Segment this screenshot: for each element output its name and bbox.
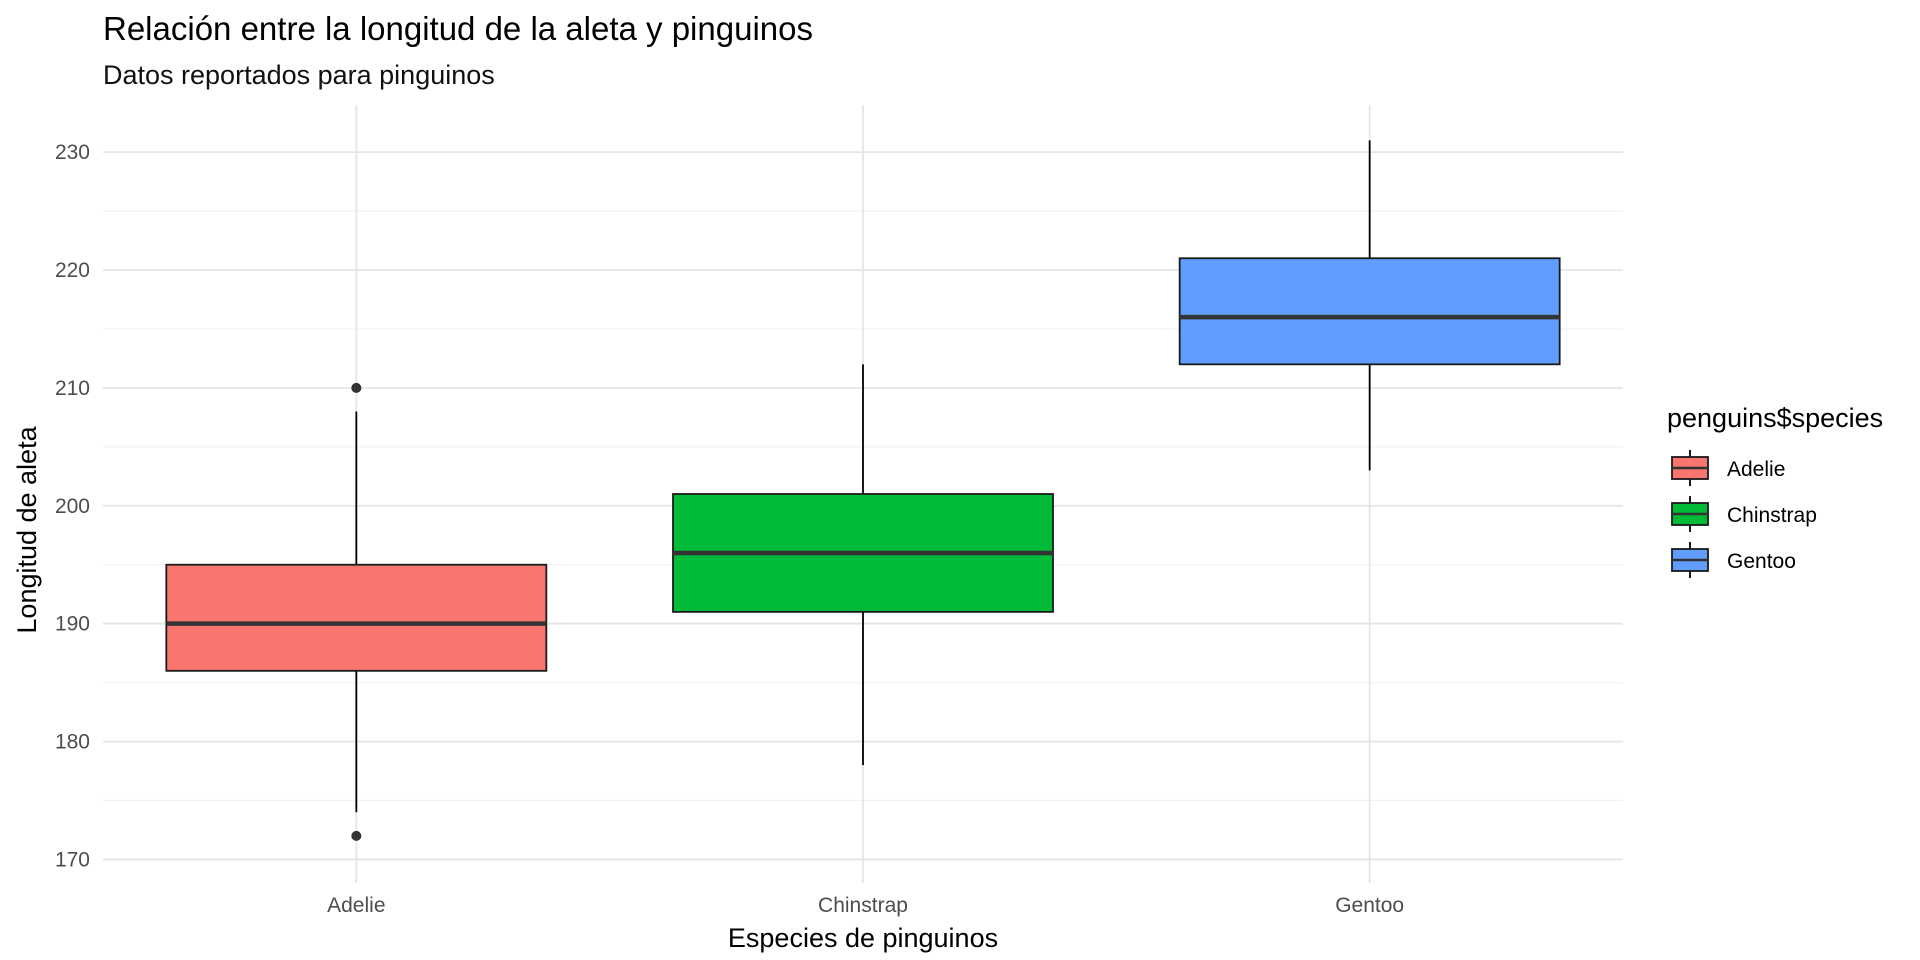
outlier-point (351, 830, 362, 841)
x-axis-ticks: Adelie Chinstrap Gentoo (327, 894, 1404, 917)
y-axis-title: Longitud de aleta (12, 425, 42, 633)
box-adelie (165, 382, 548, 841)
iqr-box (1178, 257, 1561, 366)
x-axis-title: Especies de pinguinos (728, 923, 998, 953)
legend-label: Adelie (1727, 458, 1785, 481)
y-tick-label: 170 (55, 848, 90, 871)
y-tick-label: 180 (55, 731, 90, 754)
chart-subtitle: Datos reportados para pinguinos (103, 60, 495, 90)
x-tick-label: Gentoo (1335, 894, 1404, 917)
y-axis-ticks: 170 180 190 200 210 220 230 (55, 141, 90, 871)
legend-item-gentoo: Gentoo (1671, 542, 1796, 578)
legend-label: Chinstrap (1727, 504, 1817, 527)
y-tick-label: 190 (55, 613, 90, 636)
outlier-point (351, 382, 362, 393)
boxes (165, 140, 1561, 841)
box-chinstrap (672, 364, 1054, 766)
iqr-box (165, 563, 548, 672)
legend-title: penguins$species (1667, 403, 1883, 433)
chart-title: Relación entre la longitud de la aleta y… (103, 10, 813, 47)
box-gentoo (1178, 140, 1561, 471)
legend-item-chinstrap: Chinstrap (1671, 496, 1817, 532)
x-tick-label: Adelie (327, 894, 385, 917)
y-tick-label: 230 (55, 141, 90, 164)
y-tick-label: 200 (55, 495, 90, 518)
legend-label: Gentoo (1727, 550, 1796, 573)
legend-item-adelie: Adelie (1671, 450, 1785, 486)
x-tick-label: Chinstrap (818, 894, 908, 917)
legend-items: Adelie Chinstrap Gentoo (1671, 450, 1817, 578)
y-tick-label: 220 (55, 259, 90, 282)
legend: penguins$species Adelie Chinstrap Gentoo (1667, 403, 1883, 578)
y-tick-label: 210 (55, 377, 90, 400)
